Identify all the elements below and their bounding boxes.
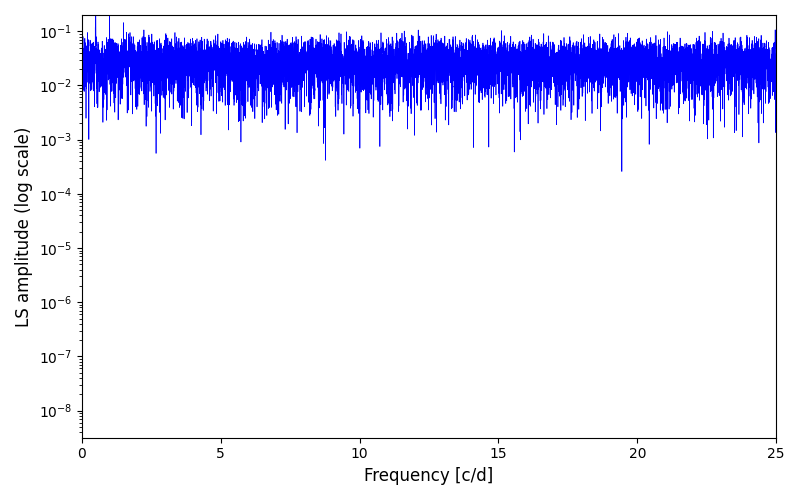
Y-axis label: LS amplitude (log scale): LS amplitude (log scale) xyxy=(15,126,33,326)
X-axis label: Frequency [c/d]: Frequency [c/d] xyxy=(364,467,494,485)
